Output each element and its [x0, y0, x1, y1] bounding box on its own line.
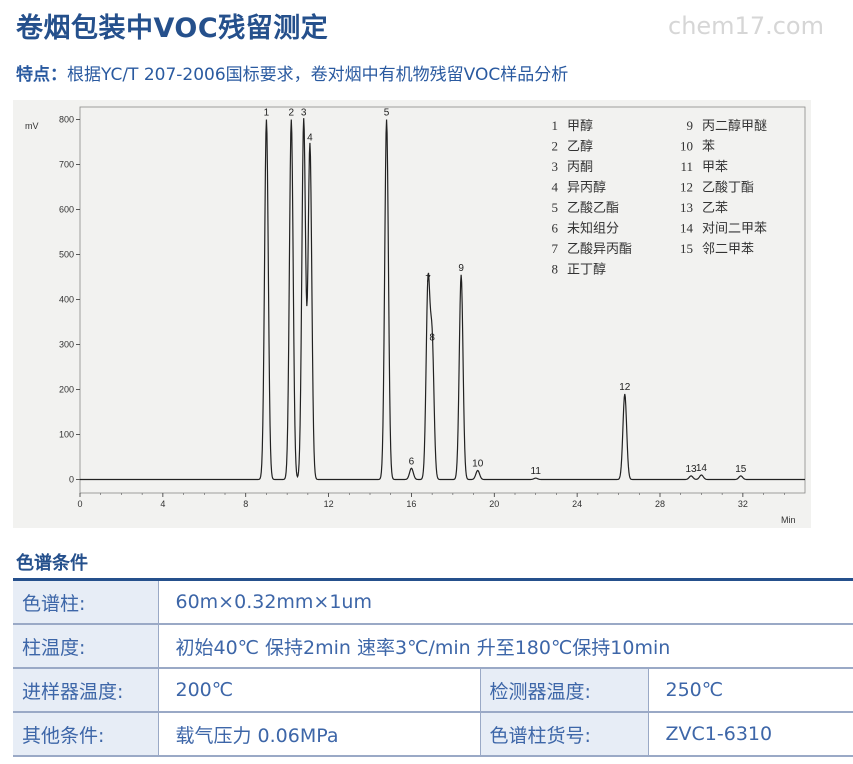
- x-tick-label: 32: [738, 499, 748, 509]
- page-title: 卷烟包装中VOC残留测定: [16, 13, 329, 44]
- legend-entry: 正丁醇: [567, 262, 606, 277]
- peak-label: 7: [425, 274, 431, 285]
- x-tick-label: 28: [655, 499, 665, 509]
- peak-label: 12: [619, 382, 631, 393]
- legend-number: 2: [552, 139, 559, 154]
- x-tick-label: 8: [243, 499, 248, 509]
- feature-text: 根据YC/T 207-2006国标要求，卷对烟中有机物残留VOC样品分析: [67, 65, 569, 85]
- legend-number: 9: [687, 118, 694, 133]
- y-tick-label: 500: [59, 250, 74, 260]
- legend-entry: 未知组分: [567, 221, 619, 236]
- legend-number: 10: [680, 139, 693, 154]
- legend-number: 8: [552, 262, 559, 277]
- legend-number: 13: [680, 200, 693, 215]
- y-tick-label: 100: [59, 430, 74, 440]
- table-row: 其他条件: 载气压力 0.06MPa 色谱柱货号: ZVC1-6310: [13, 712, 853, 757]
- peak-label: 13: [686, 464, 698, 475]
- x-tick-label: 12: [324, 499, 334, 509]
- y-tick-label: 600: [59, 205, 74, 215]
- legend-entry: 乙酸乙酯: [567, 200, 619, 215]
- detector-value: 250℃: [648, 668, 853, 713]
- legend-number: 12: [680, 180, 693, 195]
- chromatogram-panel: 0 100 200 300 400 500 600 700 800 0 4 8 12 16 20 24 28 32…: [13, 100, 811, 528]
- legend-number: 4: [552, 180, 559, 195]
- peak-label: 14: [696, 463, 708, 474]
- legend-number: 1: [552, 118, 559, 133]
- inlet-label: 进样器温度:: [13, 668, 159, 713]
- peak-label: 4: [307, 132, 313, 143]
- x-tick-label: 20: [489, 499, 499, 509]
- table-row: 进样器温度: 200℃ 检测器温度: 250℃: [13, 668, 853, 713]
- y-tick-label: 300: [59, 340, 74, 350]
- y-tick-label: 400: [59, 295, 74, 305]
- y-tick-label: 800: [59, 115, 74, 125]
- y-tick-label: 200: [59, 385, 74, 395]
- partno-value: ZVC1-6310: [648, 712, 853, 757]
- legend-number: 15: [680, 241, 693, 256]
- legend-number: 3: [552, 159, 559, 174]
- legend-entry: 甲醇: [567, 118, 593, 133]
- y-axis-label: mV: [25, 121, 39, 131]
- legend-entry: 乙苯: [702, 200, 728, 215]
- peak-label: 3: [301, 108, 307, 119]
- legend-entry: 甲苯: [702, 159, 728, 174]
- chromatogram-trace: [80, 118, 805, 481]
- legend-number: 6: [552, 221, 559, 236]
- peak-label: 11: [531, 466, 542, 477]
- legend-number: 14: [680, 221, 694, 236]
- legend-entry: 丙二醇甲醚: [702, 118, 767, 133]
- partno-label: 色谱柱货号:: [480, 712, 649, 757]
- legend: 1 甲醇 2 乙醇 3 丙酮 4 异丙醇 5 乙酸乙酯 6 未知组分 7 乙酸异丙酯 8 正丁醇 9 丙二醇甲醚 1…: [552, 118, 768, 277]
- legend-number: 7: [552, 241, 559, 256]
- x-tick-label: 0: [77, 499, 82, 509]
- temp-label: 柱温度:: [13, 624, 159, 669]
- inlet-value: 200℃: [158, 668, 481, 713]
- table-row: 柱温度: 初始40℃ 保持2min 速率3℃/min 升至180℃保持10min: [13, 624, 853, 669]
- legend-entry: 异丙醇: [567, 180, 606, 195]
- x-axis-label: Min: [781, 515, 796, 525]
- x-tick-label: 4: [160, 499, 165, 509]
- legend-entry: 乙酸丁酯: [702, 180, 754, 195]
- legend-entry: 乙醇: [567, 139, 593, 154]
- x-tick-label: 24: [572, 499, 582, 509]
- legend-entry: 丙酮: [567, 159, 593, 174]
- x-tick-label: 16: [406, 499, 416, 509]
- column-value: 60m×0.32mm×1um: [158, 579, 853, 625]
- column-label: 色谱柱:: [13, 579, 159, 625]
- other-value: 载气压力 0.06MPa: [158, 712, 481, 757]
- legend-entry: 乙酸异丙酯: [567, 241, 632, 256]
- peak-label: 15: [735, 464, 747, 475]
- legend-entry: 邻二甲苯: [702, 241, 754, 256]
- other-label: 其他条件:: [13, 712, 159, 757]
- legend-entry: 对间二甲苯: [702, 221, 767, 236]
- conditions-heading: 色谱条件: [16, 553, 88, 574]
- legend-number: 11: [680, 159, 693, 174]
- y-tick-label: 0: [69, 475, 74, 485]
- feature-line: 特点：根据YC/T 207-2006国标要求，卷对烟中有机物残留VOC样品分析: [16, 60, 568, 85]
- feature-label: 特点：: [16, 65, 67, 85]
- legend-number: 5: [552, 200, 559, 215]
- peak-label: 8: [429, 333, 435, 344]
- watermark: chem17.com: [668, 12, 824, 40]
- plot-frame: [79, 106, 806, 494]
- conditions-table: 色谱柱: 60m×0.32mm×1um 柱温度: 初始40℃ 保持2min 速率…: [13, 578, 853, 757]
- peak-label: 1: [264, 108, 270, 119]
- table-row: 色谱柱: 60m×0.32mm×1um: [13, 579, 853, 625]
- y-tick-label: 700: [59, 160, 74, 170]
- peak-label: 10: [472, 459, 484, 470]
- peak-label: 6: [409, 456, 415, 467]
- legend-entry: 苯: [702, 139, 715, 154]
- peak-label: 5: [384, 108, 390, 119]
- detector-label: 检测器温度:: [480, 668, 649, 713]
- peak-label: 9: [458, 263, 464, 274]
- temp-value: 初始40℃ 保持2min 速率3℃/min 升至180℃保持10min: [158, 624, 853, 669]
- peak-label: 2: [289, 108, 295, 119]
